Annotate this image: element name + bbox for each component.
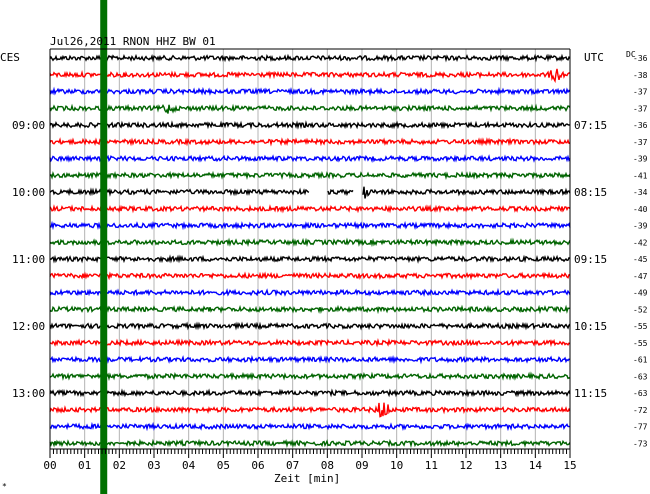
seismic-trace-line [49, 402, 571, 418]
seismic-trace-line [49, 304, 571, 315]
chart-title: Jul26,2011 RNON HHZ BW 01 [50, 35, 216, 48]
dc-offset-label: -37 [633, 88, 648, 97]
x-tick-label: 04 [182, 459, 196, 472]
dc-offset-label: -40 [633, 205, 648, 214]
dc-offset-label: -37 [633, 104, 648, 113]
x-tick-label: 11 [425, 459, 438, 472]
x-tick-label: 01 [78, 459, 91, 472]
seismic-trace-line [49, 170, 571, 181]
left-time-label: 12:00 [12, 320, 45, 333]
x-tick-label: 07 [286, 459, 299, 472]
seismic-trace-line [49, 186, 571, 199]
seismic-trace-line [49, 354, 571, 365]
dc-offset-label: -63 [633, 372, 648, 381]
chart-axes: 00 01 02 03 04 05 06 07 08 09 10 11 12 13 14 15 [43, 48, 577, 472]
left-time-label: 09:00 [12, 119, 45, 132]
marker-line [100, 0, 108, 494]
dc-offset-label: -72 [633, 406, 648, 415]
left-time-label: 10:00 [12, 186, 45, 199]
seismic-trace-line [49, 254, 571, 264]
dc-offset-label: -41 [633, 171, 648, 180]
dc-offset-label: -36 [633, 121, 648, 130]
dc-offset-label: -39 [633, 155, 648, 164]
dc-offset-label: -52 [633, 305, 648, 314]
seismic-trace-line [49, 371, 571, 382]
x-tick-label: 10 [390, 459, 403, 472]
left-time-label: 13:00 [12, 387, 45, 400]
seismic-trace-line [49, 103, 571, 114]
chart-labels: Jul26,2011 RNON HHZ BW 01 CES UTC DC Zei… [0, 35, 648, 491]
x-tick-label: 05 [217, 459, 230, 472]
dc-offset-label: -42 [633, 238, 648, 247]
seismic-trace-line [49, 120, 571, 130]
right-time-label: 11:15 [574, 387, 607, 400]
seismic-trace-line [49, 237, 571, 248]
dc-offset-label: -36 [633, 54, 648, 63]
seismic-trace-line [49, 53, 571, 63]
chart-grid [84, 49, 536, 449]
seismic-trace-line [49, 287, 571, 298]
seismic-trace-line [49, 271, 571, 281]
dc-offset-label: -77 [633, 423, 648, 432]
corner-mark: * [2, 482, 7, 491]
dc-offset-label: -63 [633, 389, 648, 398]
event-marker-line [100, 0, 108, 494]
seismic-trace-line [49, 438, 571, 449]
seismic-trace-line [49, 338, 571, 348]
x-tick-label: 03 [147, 459, 160, 472]
left-time-label: 11:00 [12, 253, 45, 266]
dc-offset-label: -61 [633, 356, 648, 365]
x-axis-label: Zeit [min] [274, 472, 340, 485]
seismic-trace-line [49, 86, 571, 97]
dc-offset-label: -49 [633, 289, 648, 298]
dc-offset-label: -37 [633, 138, 648, 147]
x-tick-label: 02 [113, 459, 126, 472]
dc-column-header: DC [626, 50, 636, 59]
seismic-trace-line [49, 388, 571, 398]
seismic-trace-line [49, 421, 571, 432]
dc-offset-label: -45 [633, 255, 648, 264]
dc-offset-label: -39 [633, 222, 648, 231]
dc-offset-label: -38 [633, 71, 648, 80]
dc-offset-label: -55 [633, 339, 648, 348]
seismic-trace-line [49, 154, 571, 163]
seismic-trace-line [49, 68, 570, 84]
x-tick-label: 14 [529, 459, 543, 472]
seismic-trace-line [49, 204, 571, 214]
x-tick-label: 13 [494, 459, 507, 472]
x-tick-label: 15 [563, 459, 576, 472]
right-axis-label: UTC [584, 51, 604, 64]
x-tick-label: 00 [43, 459, 56, 472]
dc-offset-label: -55 [633, 322, 648, 331]
right-time-label: 08:15 [574, 186, 607, 199]
dc-offset-label: -73 [633, 439, 648, 448]
x-tick-label: 09 [355, 459, 368, 472]
x-tick-label: 08 [321, 459, 334, 472]
right-time-label: 09:15 [574, 253, 607, 266]
right-time-label: 10:15 [574, 320, 607, 333]
x-tick-label: 06 [251, 459, 264, 472]
left-axis-label: CES [0, 51, 20, 64]
x-tick-label: 12 [459, 459, 472, 472]
dc-offset-label: -34 [633, 188, 648, 197]
seismic-trace-line [49, 220, 571, 231]
seismic-trace-line [49, 137, 571, 147]
seismic-trace-line [49, 321, 571, 331]
right-time-label: 07:15 [574, 119, 607, 132]
seismic-traces [49, 53, 571, 449]
dc-offset-label: -47 [633, 272, 648, 281]
